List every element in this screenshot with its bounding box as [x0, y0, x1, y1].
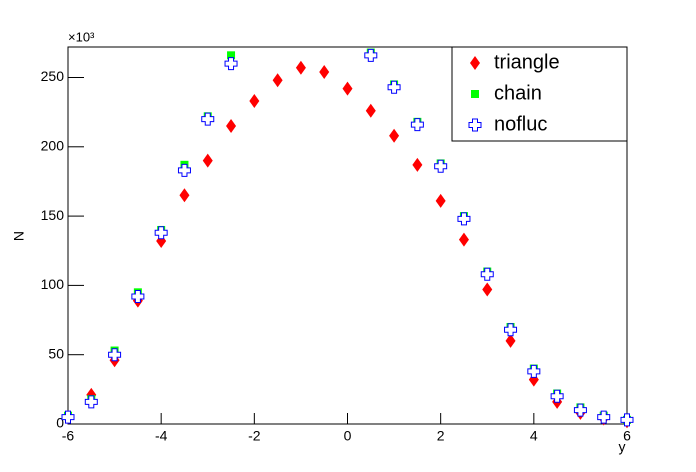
marker-open-cross	[364, 48, 378, 62]
y-tick-label: 150	[41, 207, 65, 223]
marker-open-cross	[573, 403, 587, 417]
marker-diamond	[272, 73, 283, 88]
y-tick-label: 100	[41, 276, 65, 292]
marker-open-cross	[108, 348, 122, 362]
marker-diamond	[249, 94, 260, 109]
marker-open-cross	[434, 159, 448, 173]
marker-open-cross	[597, 410, 611, 424]
marker-diamond	[226, 119, 237, 134]
legend-label: nofluc	[494, 113, 547, 135]
marker-diamond	[412, 157, 423, 172]
marker-square	[471, 90, 479, 98]
marker-open-cross	[154, 226, 168, 240]
marker-open-cross	[468, 118, 482, 132]
marker-diamond	[505, 333, 516, 348]
marker-diamond	[458, 232, 469, 247]
marker-square	[227, 51, 236, 60]
marker-open-cross	[201, 112, 215, 126]
marker-diamond	[482, 282, 493, 297]
marker-diamond	[389, 128, 400, 143]
marker-open-cross	[527, 364, 541, 378]
x-tick-label: -4	[155, 428, 168, 444]
marker-open-cross	[480, 267, 494, 281]
marker-open-cross	[504, 323, 518, 337]
marker-diamond	[179, 188, 190, 203]
y-tick-label: 250	[41, 68, 65, 84]
y-tick-label: 50	[48, 345, 64, 361]
x-tick-label: 0	[344, 428, 352, 444]
x-tick-label: 2	[437, 428, 445, 444]
marker-diamond	[202, 153, 213, 168]
marker-diamond	[435, 193, 446, 208]
x-tick-label: -2	[248, 428, 261, 444]
x-tick-label: 6	[623, 428, 631, 444]
marker-open-cross	[410, 118, 424, 132]
marker-open-cross	[620, 413, 634, 427]
marker-open-cross	[550, 389, 564, 403]
legend: triangle chain nofluc	[451, 46, 628, 142]
legend-label: triangle	[494, 51, 560, 73]
marker-open-cross	[387, 80, 401, 94]
marker-diamond	[342, 81, 353, 96]
marker-diamond	[470, 56, 480, 70]
y-tick-label: 200	[41, 137, 65, 153]
marker-open-cross	[61, 410, 75, 424]
y-tick-label: 0	[56, 415, 64, 431]
marker-open-cross	[177, 163, 191, 177]
marker-diamond	[295, 60, 306, 75]
marker-open-cross	[224, 57, 238, 71]
x-tick-label: -6	[62, 428, 75, 444]
marker-open-cross	[84, 395, 98, 409]
marker-diamond	[319, 64, 330, 79]
x-tick-label: 4	[530, 428, 538, 444]
y-axis-label: N	[11, 231, 27, 241]
y-multiplier: ×10³	[68, 29, 95, 44]
legend-label: chain	[494, 82, 542, 104]
marker-diamond	[365, 103, 376, 118]
marker-open-cross	[131, 289, 145, 303]
x-axis-label: y	[619, 439, 626, 455]
marker-open-cross	[457, 212, 471, 226]
